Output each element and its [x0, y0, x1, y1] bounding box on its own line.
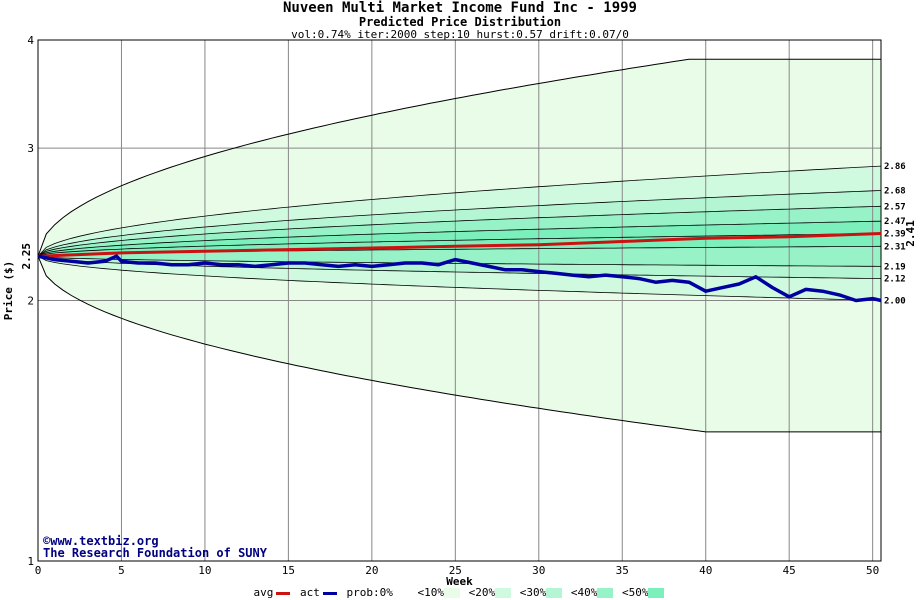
legend-avg-label: avg: [253, 586, 274, 599]
legend-50-swatch: [648, 588, 665, 598]
x-tick-label-40: 40: [699, 564, 712, 577]
percentile-curve-4: [37, 233, 882, 257]
x-tick-label-25: 25: [449, 564, 462, 577]
band-value-label-5: 2.31: [884, 242, 906, 252]
legend-10-label: <10%: [417, 586, 444, 599]
x-tick-label-30: 30: [532, 564, 545, 577]
band-value-label-2: 2.57: [884, 202, 906, 212]
legend-act-label: act: [300, 586, 320, 599]
y-tick-label-4: 4: [27, 34, 34, 47]
x-tick-label-20: 20: [365, 564, 378, 577]
band-value-label-3: 2.47: [884, 217, 906, 227]
band-value-label-1: 2.68: [884, 187, 906, 197]
legend-30-label: <30%: [519, 586, 547, 599]
credit-organization: The Research Foundation of SUNY: [43, 546, 267, 560]
legend-act-swatch: [322, 591, 337, 595]
legend-30-swatch: [546, 588, 563, 598]
x-tick-label-35: 35: [616, 564, 629, 577]
chart-subtitle: Predicted Price Distribution: [358, 15, 562, 29]
band-value-label-4: 2.39: [884, 230, 906, 240]
outer-upper-curve: [37, 58, 881, 257]
band-value-label-6: 2.19: [884, 262, 906, 272]
chart-legend: avg act prob:0% <10% <20% <30% <40% <50%: [0, 586, 920, 599]
legend-50-label: <50%: [621, 586, 649, 599]
legend-40-swatch: [597, 588, 614, 598]
last-actual-label: 2.41: [904, 220, 917, 247]
percentile-curve-8: [37, 255, 882, 301]
x-tick-label-5: 5: [118, 564, 125, 577]
y-tick-label-2: 2: [27, 295, 34, 308]
legend-40-label: <40%: [570, 586, 598, 599]
credit-website: ©www.textbiz.org: [43, 534, 159, 548]
start-price-label: 2.25: [20, 243, 33, 270]
percentile-curve-3: [37, 220, 882, 257]
percentile-curve-2: [37, 205, 882, 257]
legend-prob-0-swatch: [392, 588, 409, 598]
band-value-label-7: 2.12: [884, 275, 906, 285]
percentile-curve-1: [37, 190, 882, 257]
legend-20-label: <20%: [468, 586, 496, 599]
band-value-label-8: 2.00: [884, 297, 906, 307]
chart-title: Nuveen Multi Market Income Fund Inc - 19…: [282, 0, 637, 16]
x-axis-label: Week: [446, 575, 473, 588]
y-tick-label-1: 1: [27, 555, 34, 568]
percentile-curve-0: [37, 165, 882, 257]
act-series-line: [37, 254, 882, 303]
outer-lower-curve: [37, 256, 881, 433]
legend-avg-swatch: [276, 591, 291, 595]
y-tick-label-3: 3: [27, 142, 34, 155]
legend-20-swatch: [495, 588, 512, 598]
legend-prob-label: prob:0%: [346, 586, 393, 599]
band-value-label-0: 2.86: [884, 162, 906, 172]
avg-series-line: [37, 232, 882, 258]
x-tick-label-45: 45: [783, 564, 796, 577]
x-tick-label-10: 10: [198, 564, 211, 577]
legend-10-swatch: [443, 588, 460, 598]
x-tick-label-15: 15: [282, 564, 295, 577]
percentile-curve-6: [37, 255, 882, 267]
chart-parameters: vol:0.74% iter:2000 step:10 hurst:0.57 d…: [291, 28, 629, 41]
x-tick-label-0: 0: [35, 564, 42, 577]
y-axis-label: Price ($): [2, 261, 15, 321]
x-tick-label-50: 50: [866, 564, 879, 577]
